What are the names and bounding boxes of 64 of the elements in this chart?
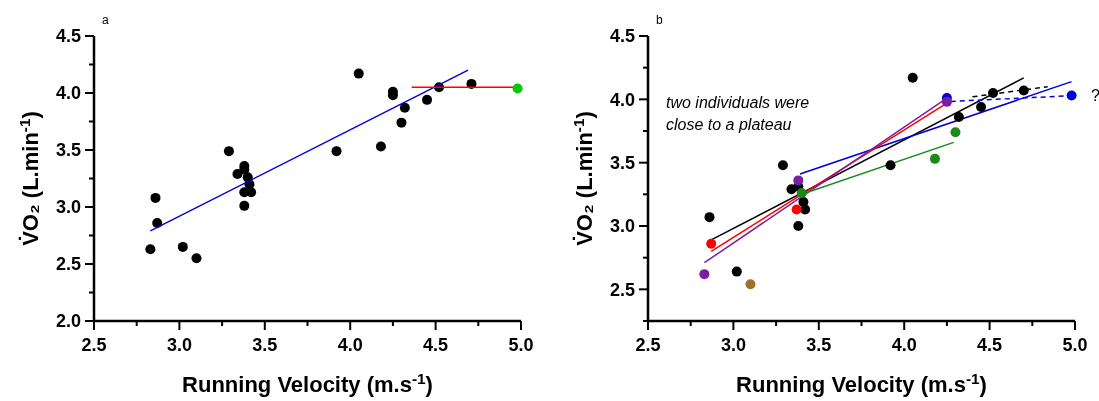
point (239, 200, 250, 211)
y-tick-label: 4.5 (609, 26, 635, 47)
text: 2.0 (55, 311, 81, 332)
point (907, 72, 918, 83)
point (399, 102, 410, 113)
x-tick-label: 3.5 (252, 335, 278, 355)
text: 4.0 (337, 335, 363, 355)
chart-title: b (656, 13, 663, 27)
text: 5.0 (1062, 335, 1088, 355)
point (177, 241, 188, 252)
point (988, 88, 999, 98)
x-tick-label: 3.5 (806, 335, 832, 355)
y-tick-label: 3.5 (609, 152, 635, 173)
text: 4.0 (891, 335, 917, 355)
point (704, 212, 715, 223)
y-tick-label: 2.5 (55, 254, 81, 275)
point (223, 146, 234, 157)
x-tick-label: 4.5 (977, 335, 1003, 355)
chart-title: a (102, 13, 109, 27)
point (791, 204, 802, 215)
point (885, 160, 896, 171)
text: 3.0 (720, 335, 746, 355)
point (331, 146, 342, 157)
text: ? (1091, 86, 1099, 104)
point (731, 266, 742, 277)
point (232, 168, 243, 179)
point (777, 160, 788, 171)
x-tick-label: 2.5 (81, 335, 107, 355)
point (422, 94, 433, 105)
point (191, 253, 202, 264)
y-tick-label: 4.5 (55, 26, 81, 47)
point (929, 153, 940, 164)
point (953, 112, 964, 123)
x-tick-label: 4.5 (423, 335, 449, 355)
point (976, 101, 987, 112)
point (745, 279, 756, 290)
point (793, 175, 804, 186)
text: 3.0 (166, 335, 192, 355)
y-tick-label: 2.5 (609, 279, 635, 300)
point (950, 127, 961, 138)
point (396, 117, 407, 128)
text: 5.0 (508, 335, 534, 355)
text: 4.0 (609, 89, 635, 110)
point (706, 238, 717, 249)
y-tick-label: 3.5 (55, 140, 81, 161)
point (800, 204, 811, 215)
point (1018, 85, 1029, 96)
point (353, 68, 364, 79)
text: 3.0 (609, 216, 635, 237)
point (512, 83, 523, 94)
point (699, 269, 710, 280)
point (150, 192, 161, 203)
point (796, 188, 807, 199)
point (145, 244, 156, 255)
x-axis-title: Running Velocity (m.s$^{-1}$) (182, 369, 433, 397)
text: 3.0 (55, 197, 81, 218)
point (246, 187, 257, 198)
point (375, 141, 386, 152)
point (793, 221, 804, 231)
point (1066, 90, 1077, 101)
annotation: two individuals were close to a plateau (666, 94, 810, 133)
x-axis-title: Running Velocity (m.s$^{-1}$) (736, 369, 987, 397)
text: 4.0 (55, 83, 81, 104)
x-tick-label: 2.5 (635, 335, 661, 355)
